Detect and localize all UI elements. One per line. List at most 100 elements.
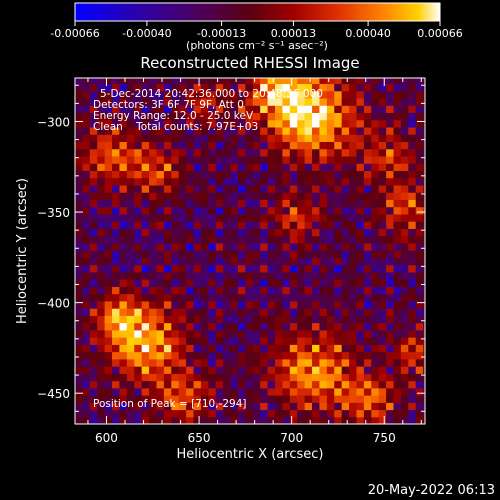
heatmap-cell bbox=[326, 257, 335, 266]
heatmap-cell bbox=[304, 279, 313, 287]
heatmap-cell bbox=[304, 213, 313, 222]
heatmap-cell bbox=[208, 228, 217, 237]
heatmap-cell bbox=[215, 271, 224, 280]
heatmap-cell bbox=[423, 192, 425, 200]
heatmap-cell bbox=[363, 90, 372, 99]
heatmap-cell bbox=[341, 322, 350, 331]
heatmap-cell bbox=[141, 358, 150, 367]
heatmap-cell bbox=[371, 242, 380, 251]
heatmap-cell bbox=[408, 148, 417, 157]
heatmap-cell bbox=[289, 286, 298, 295]
colorbar-tick-label: -0.00066 bbox=[50, 27, 99, 40]
heatmap-cell bbox=[260, 90, 269, 99]
heatmap-cell bbox=[393, 90, 402, 99]
heatmap-cell bbox=[141, 163, 150, 171]
heatmap-cell bbox=[156, 250, 165, 258]
heatmap-cell bbox=[312, 358, 321, 367]
x-axis-label: Heliocentric X (arcsec) bbox=[177, 447, 324, 462]
heatmap-cell bbox=[400, 250, 409, 258]
heatmap-cell bbox=[141, 250, 150, 258]
heatmap-cell bbox=[378, 409, 387, 418]
heatmap-cell bbox=[104, 416, 113, 424]
heatmap-cell bbox=[304, 242, 313, 251]
heatmap-cell bbox=[89, 170, 98, 179]
heatmap-cell bbox=[215, 163, 224, 171]
heatmap-cell bbox=[186, 250, 195, 258]
heatmap-cell bbox=[208, 177, 217, 186]
heatmap-cell bbox=[163, 264, 172, 273]
heatmap-cell bbox=[423, 90, 425, 99]
heatmap-cell bbox=[282, 344, 291, 353]
heatmap-cell bbox=[304, 134, 313, 143]
heatmap-cell bbox=[326, 199, 335, 208]
heatmap-cell bbox=[378, 221, 387, 229]
heatmap-cell bbox=[126, 395, 135, 403]
heatmap-cell bbox=[119, 105, 128, 114]
heatmap-cell bbox=[341, 279, 350, 287]
heatmap-cell bbox=[82, 395, 91, 403]
heatmap-cell bbox=[171, 221, 180, 229]
heatmap-cell bbox=[112, 286, 121, 295]
heatmap-cell bbox=[134, 221, 143, 229]
heatmap-cell bbox=[415, 97, 424, 106]
heatmap-cell bbox=[89, 380, 98, 389]
heatmap-cell bbox=[289, 199, 298, 208]
heatmap-cell bbox=[82, 221, 91, 229]
heatmap-cell bbox=[349, 235, 358, 244]
heatmap-cell bbox=[82, 90, 91, 99]
heatmap-cell bbox=[423, 264, 425, 273]
heatmap-cell bbox=[149, 163, 158, 171]
heatmap-cell bbox=[297, 409, 306, 418]
heatmap-cell bbox=[312, 170, 321, 179]
heatmap-cell bbox=[163, 228, 172, 237]
heatmap-cell bbox=[415, 300, 424, 309]
heatmap-cell bbox=[237, 373, 246, 382]
heatmap-cell bbox=[223, 315, 232, 324]
heatmap-cell bbox=[304, 409, 313, 418]
heatmap-cell bbox=[126, 90, 135, 99]
heatmap-cell bbox=[237, 344, 246, 353]
heatmap-cell bbox=[82, 206, 91, 215]
heatmap-cell bbox=[341, 105, 350, 114]
heatmap-cell bbox=[186, 358, 195, 367]
heatmap-cell bbox=[371, 387, 380, 396]
heatmap-cell bbox=[119, 221, 128, 229]
heatmap-cell bbox=[171, 126, 180, 135]
heatmap-cell bbox=[149, 170, 158, 179]
heatmap-cell bbox=[171, 387, 180, 396]
heatmap-cell bbox=[378, 235, 387, 244]
heatmap-cell bbox=[415, 250, 424, 258]
heatmap-cell bbox=[304, 271, 313, 280]
heatmap-cell bbox=[208, 271, 217, 280]
heatmap-cell bbox=[297, 206, 306, 215]
heatmap-cell bbox=[230, 170, 239, 179]
heatmap-cell bbox=[223, 416, 232, 424]
heatmap-cell bbox=[312, 221, 321, 229]
heatmap-cell bbox=[126, 213, 135, 222]
heatmap-cell bbox=[371, 286, 380, 295]
heatmap-cell bbox=[97, 315, 106, 324]
heatmap-cell bbox=[178, 315, 187, 324]
colorbar-tick-label: -0.00040 bbox=[122, 27, 171, 40]
heatmap-cell bbox=[312, 264, 321, 273]
heatmap-cell bbox=[371, 293, 380, 302]
heatmap-cell bbox=[141, 264, 150, 273]
heatmap-cell bbox=[186, 78, 195, 85]
heatmap-cell bbox=[415, 351, 424, 360]
heatmap-cell bbox=[245, 184, 254, 193]
heatmap-cell bbox=[75, 257, 84, 266]
heatmap-cell bbox=[415, 293, 424, 302]
heatmap-cell bbox=[237, 213, 246, 222]
heatmap-cell bbox=[237, 148, 246, 157]
heatmap-cell bbox=[267, 221, 276, 229]
heatmap-cell bbox=[156, 402, 165, 411]
heatmap-cell bbox=[245, 380, 254, 389]
heatmap-cell bbox=[363, 163, 372, 171]
heatmap-cell bbox=[267, 112, 276, 121]
heatmap-cell bbox=[200, 329, 209, 338]
heatmap-cell bbox=[334, 235, 343, 244]
heatmap-cell bbox=[97, 322, 106, 331]
heatmap-cell bbox=[423, 395, 425, 403]
heatmap-cell bbox=[75, 300, 84, 309]
heatmap-cell bbox=[423, 206, 425, 215]
